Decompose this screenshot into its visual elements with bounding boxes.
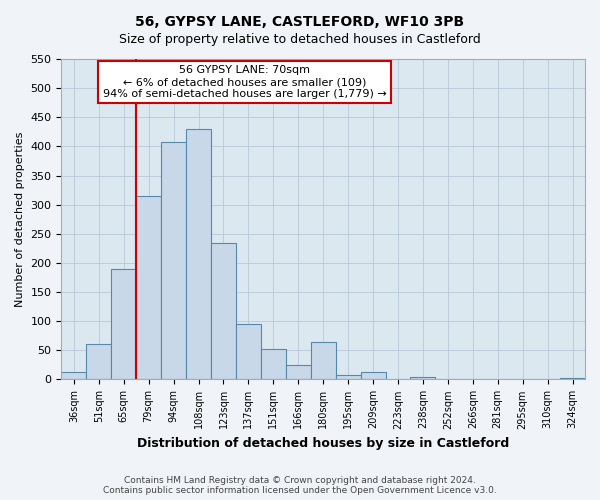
Bar: [335, 375, 361, 380]
Text: Size of property relative to detached houses in Castleford: Size of property relative to detached ho…: [119, 32, 481, 46]
Bar: [186, 129, 211, 380]
Bar: [136, 196, 161, 380]
Bar: [311, 342, 335, 380]
Text: Contains HM Land Registry data © Crown copyright and database right 2024.
Contai: Contains HM Land Registry data © Crown c…: [103, 476, 497, 495]
Bar: [261, 349, 286, 380]
Bar: [236, 324, 261, 380]
Text: 56 GYPSY LANE: 70sqm
← 6% of detached houses are smaller (109)
94% of semi-detac: 56 GYPSY LANE: 70sqm ← 6% of detached ho…: [103, 66, 386, 98]
Bar: [361, 372, 386, 380]
Bar: [286, 365, 311, 380]
Bar: [61, 372, 86, 380]
Bar: [211, 242, 236, 380]
X-axis label: Distribution of detached houses by size in Castleford: Distribution of detached houses by size …: [137, 437, 509, 450]
Y-axis label: Number of detached properties: Number of detached properties: [15, 132, 25, 307]
Bar: [410, 376, 436, 380]
Bar: [161, 142, 186, 380]
Text: 56, GYPSY LANE, CASTLEFORD, WF10 3PB: 56, GYPSY LANE, CASTLEFORD, WF10 3PB: [136, 15, 464, 29]
Bar: [86, 344, 111, 380]
Bar: [111, 268, 136, 380]
Bar: [560, 378, 585, 380]
